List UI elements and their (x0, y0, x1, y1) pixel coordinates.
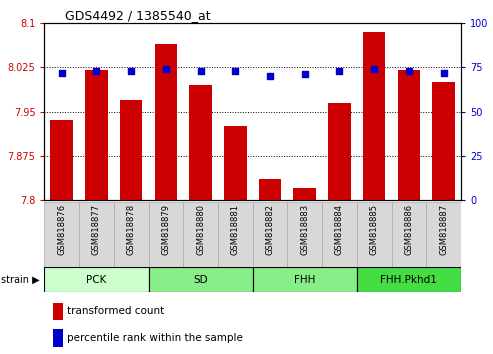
Bar (85, 70, 108, 200)
Bar (79, 202, 114, 267)
Point (162, 66, 170, 72)
Text: GSM818883: GSM818883 (300, 204, 309, 255)
Bar (357, 267, 461, 292)
Bar (53, 329, 63, 347)
Text: SD: SD (193, 275, 208, 285)
Point (58, 70, 66, 75)
Text: FHH: FHH (294, 275, 316, 285)
Point (127, 68, 135, 74)
Bar (252, 202, 287, 267)
Point (336, 68, 344, 74)
Point (93, 68, 101, 74)
Point (440, 70, 448, 75)
Text: GSM818878: GSM818878 (127, 204, 136, 255)
Bar (432, 82, 455, 200)
Bar (189, 85, 212, 200)
Bar (148, 267, 252, 292)
Text: GDS4492 / 1385540_at: GDS4492 / 1385540_at (65, 9, 211, 22)
Bar (50, 120, 73, 200)
Bar (357, 202, 391, 267)
Point (197, 68, 205, 74)
Point (266, 73, 274, 79)
Text: GSM818876: GSM818876 (57, 204, 66, 255)
Bar (328, 103, 351, 200)
Text: GSM818886: GSM818886 (404, 204, 414, 255)
Text: GSM818877: GSM818877 (92, 204, 101, 255)
Bar (120, 100, 142, 200)
Bar (155, 44, 177, 200)
Point (301, 72, 309, 77)
Bar (397, 70, 420, 200)
Bar (363, 32, 386, 200)
Text: GSM818882: GSM818882 (266, 204, 275, 255)
Text: transformed count: transformed count (67, 306, 165, 316)
Text: GSM818881: GSM818881 (231, 204, 240, 255)
Text: FHH.Pkhd1: FHH.Pkhd1 (381, 275, 437, 285)
Bar (252, 267, 357, 292)
Point (370, 66, 378, 72)
Bar (44, 202, 79, 267)
Text: GSM818879: GSM818879 (161, 204, 171, 255)
Text: GSM818880: GSM818880 (196, 204, 205, 255)
Text: percentile rank within the sample: percentile rank within the sample (67, 333, 243, 343)
Bar (218, 202, 252, 267)
Bar (114, 202, 148, 267)
Bar (322, 202, 357, 267)
Bar (426, 202, 461, 267)
Point (405, 68, 413, 74)
Bar (293, 188, 316, 200)
Bar (224, 126, 246, 200)
Bar (287, 202, 322, 267)
Bar (44, 267, 148, 292)
Text: strain ▶: strain ▶ (1, 275, 40, 285)
Text: GSM818885: GSM818885 (370, 204, 379, 255)
Bar (183, 202, 218, 267)
Point (231, 68, 239, 74)
Bar (148, 202, 183, 267)
Text: PCK: PCK (86, 275, 106, 285)
Bar (53, 303, 63, 320)
Text: GSM818884: GSM818884 (335, 204, 344, 255)
Bar (259, 179, 282, 200)
Text: GSM818887: GSM818887 (439, 204, 448, 255)
Bar (391, 202, 426, 267)
